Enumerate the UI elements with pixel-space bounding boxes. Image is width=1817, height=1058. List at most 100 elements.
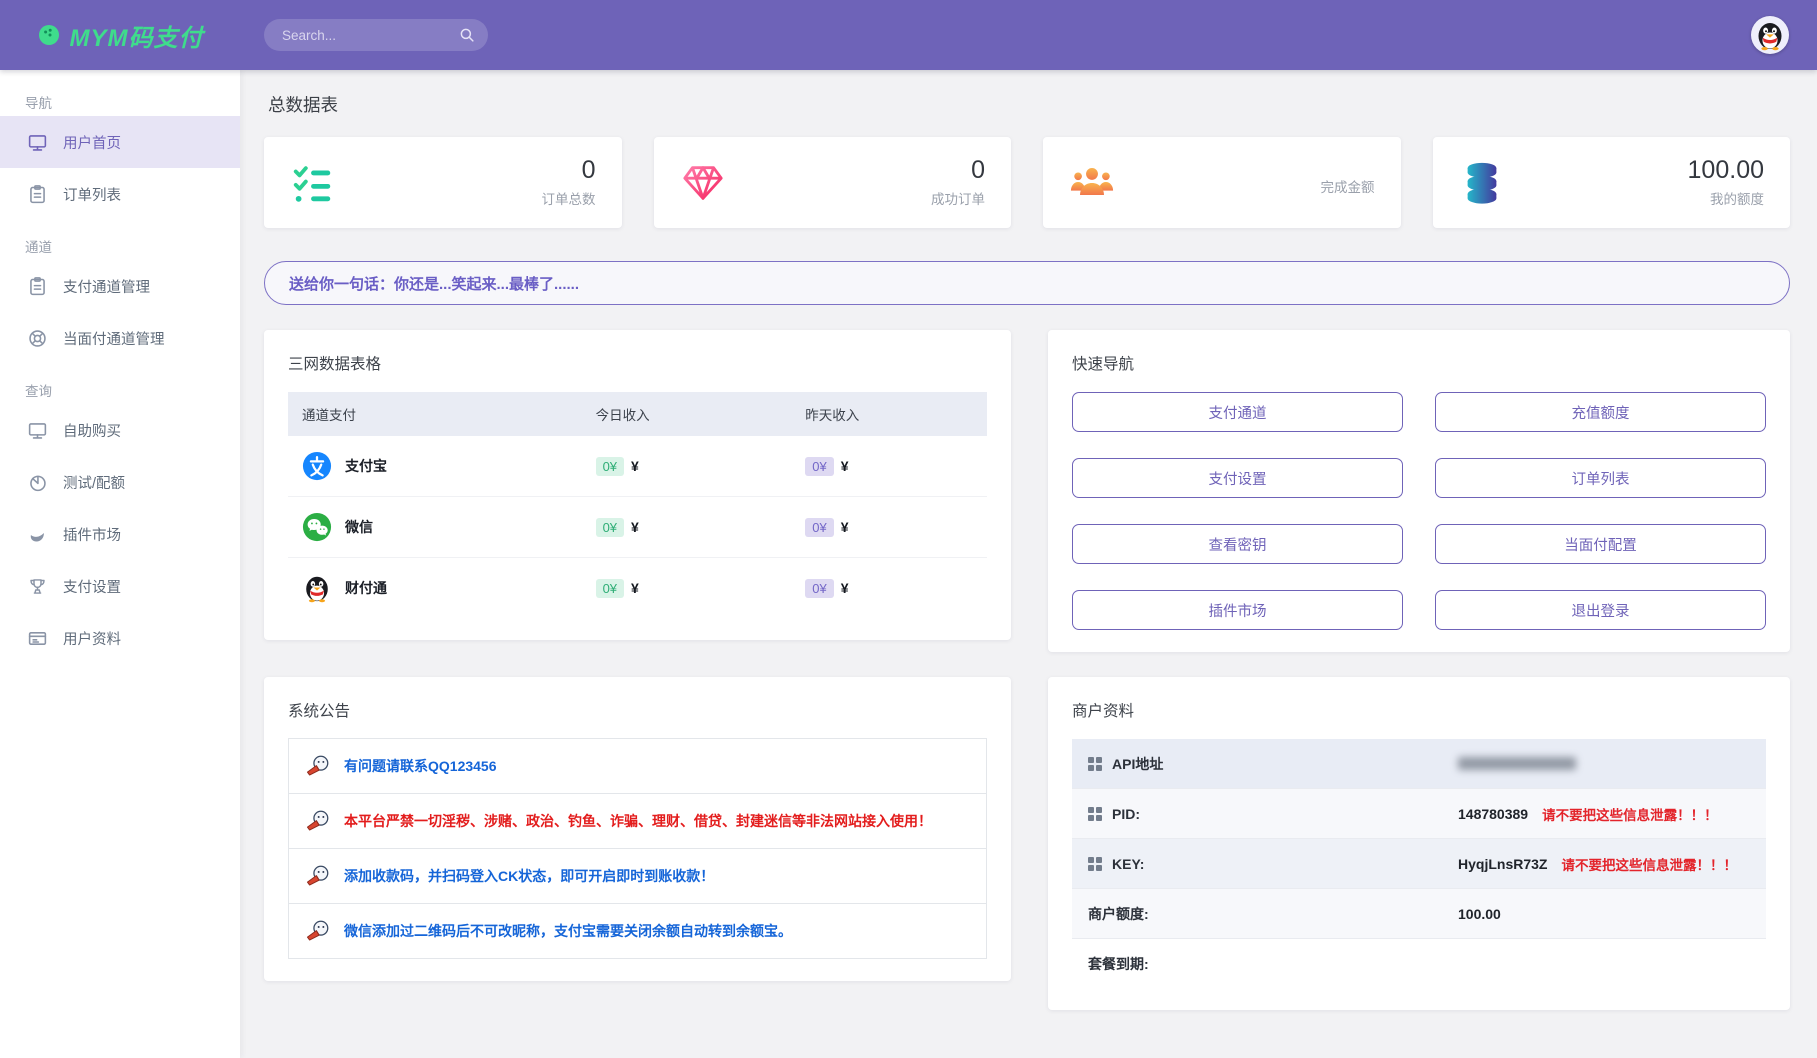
quick-nav-title: 快速导航 bbox=[1072, 356, 1135, 373]
announcement-item: 微信添加过二维码后不可改昵称，支付宝需要关闭余额自动转到余额宝。 bbox=[288, 903, 987, 959]
stat-label: 订单总数 bbox=[541, 191, 596, 207]
database-icon bbox=[1459, 160, 1505, 206]
stat-value bbox=[1321, 169, 1375, 173]
page-title: 总数据表 bbox=[268, 95, 338, 115]
stat-value: 0 bbox=[971, 156, 985, 185]
merchant-info-table: API地址 PID: 148780389 请不要把这些信息泄露！！！ bbox=[1072, 739, 1766, 988]
megaphone-icon bbox=[305, 863, 331, 889]
notice-text: 送给你一句话：你还是...笑起来...最棒了...... bbox=[289, 275, 580, 293]
quick-nav-pay-settings-button[interactable]: 支付设置 bbox=[1072, 458, 1403, 498]
qq-penguin-icon bbox=[1754, 19, 1786, 51]
stat-label: 我的额度 bbox=[1710, 191, 1764, 207]
stat-card-success-orders: 0 成功订单 bbox=[653, 137, 1011, 228]
today-income-badge: 0¥ bbox=[595, 578, 625, 598]
sidebar-item-user-home[interactable]: 用户首页 bbox=[0, 116, 240, 168]
sidebar-section-channel: 通道 bbox=[25, 240, 52, 255]
yesterday-income-badge: 0¥ bbox=[805, 578, 834, 598]
stat-cards-row: 0 订单总数 0 成功订单 完成金额 bbox=[264, 137, 1790, 228]
search-input[interactable] bbox=[280, 26, 458, 44]
megaphone-icon bbox=[305, 753, 331, 779]
users-icon bbox=[1069, 160, 1115, 206]
key-warning: 请不要把这些信息泄露！！！ bbox=[1561, 857, 1737, 873]
sidebar-item-self-purchase[interactable]: 自助购买 bbox=[0, 404, 240, 456]
quick-nav-plugin-market-button[interactable]: 插件市场 bbox=[1072, 590, 1403, 630]
network-table-card: 三网数据表格 通道支付 今日收入 昨天收入 支付宝 bbox=[264, 330, 1011, 640]
quick-nav-pay-channel-button[interactable]: 支付通道 bbox=[1072, 392, 1403, 432]
table-row-tenpay: 财付通 0¥ ¥ 0¥ ¥ bbox=[288, 558, 987, 619]
quick-nav-card: 快速导航 支付通道 充值额度 支付设置 订单列表 查看密钥 当面付配置 插件市场… bbox=[1048, 330, 1790, 652]
sidebar-section-nav: 导航 bbox=[25, 96, 52, 111]
merchant-row-key: KEY: HyqjLnsR73Z 请不要把这些信息泄露！！！ bbox=[1072, 839, 1766, 889]
merchant-info-title: 商户资料 bbox=[1072, 703, 1135, 720]
id-card-icon bbox=[27, 628, 48, 649]
sidebar-item-order-list[interactable]: 订单列表 bbox=[0, 168, 240, 220]
notice-banner: 送给你一句话：你还是...笑起来...最棒了...... bbox=[264, 261, 1790, 305]
pie-chart-icon bbox=[27, 472, 48, 493]
content-row-1: 三网数据表格 通道支付 今日收入 昨天收入 支付宝 bbox=[264, 330, 1790, 652]
announcement-item: 本平台严禁一切淫秽、涉赌、政治、钓鱼、诈骗、理财、借贷、封建迷信等非法网站接入使… bbox=[288, 793, 987, 849]
announcements-title: 系统公告 bbox=[288, 703, 351, 720]
logo-ball-icon bbox=[37, 23, 61, 47]
sidebar: 导航 用户首页 订单列表 通道 支付通道管理 当面付通道管理 查询 自助购买 测… bbox=[0, 70, 240, 1058]
col-header-channel: 通道支付 bbox=[302, 408, 356, 423]
swoosh-icon bbox=[27, 524, 48, 545]
search-icon[interactable] bbox=[458, 26, 476, 44]
col-header-today: 今日收入 bbox=[595, 408, 650, 423]
brand-name: MYM码支付 bbox=[69, 24, 204, 52]
sidebar-item-plugin-market[interactable]: 插件市场 bbox=[0, 508, 240, 560]
table-row-alipay: 支付宝 0¥ ¥ 0¥ ¥ bbox=[288, 436, 987, 497]
monitor-icon bbox=[27, 420, 48, 441]
stat-label: 完成金额 bbox=[1320, 180, 1375, 195]
megaphone-icon bbox=[305, 808, 331, 834]
sidebar-item-user-profile[interactable]: 用户资料 bbox=[0, 612, 240, 664]
top-bar: MYM码支付 bbox=[0, 0, 1817, 70]
quick-nav-f2f-config-button[interactable]: 当面付配置 bbox=[1435, 524, 1766, 564]
lifebuoy-icon bbox=[27, 328, 48, 349]
stat-value: 100.00 bbox=[1687, 156, 1764, 185]
stat-label: 成功订单 bbox=[931, 191, 985, 207]
user-avatar[interactable] bbox=[1751, 16, 1789, 54]
merchant-row-plan-expiry: 套餐到期: bbox=[1072, 939, 1766, 988]
quick-nav-grid: 支付通道 充值额度 支付设置 订单列表 查看密钥 当面付配置 插件市场 退出登录 bbox=[1072, 392, 1766, 630]
sidebar-item-f2f-channel-mgmt[interactable]: 当面付通道管理 bbox=[0, 312, 240, 364]
network-table: 通道支付 今日收入 昨天收入 支付宝 0¥ ¥ 0¥ ¥ bbox=[288, 392, 987, 618]
search-box[interactable] bbox=[264, 19, 488, 51]
quick-nav-logout-button[interactable]: 退出登录 bbox=[1435, 590, 1766, 630]
sidebar-item-test-quota[interactable]: 测试/配额 bbox=[0, 456, 240, 508]
sidebar-item-pay-channel-mgmt[interactable]: 支付通道管理 bbox=[0, 260, 240, 312]
megaphone-icon bbox=[305, 918, 331, 944]
monitor-icon bbox=[27, 132, 48, 153]
wechat-icon bbox=[302, 512, 332, 542]
quick-nav-view-key-button[interactable]: 查看密钥 bbox=[1072, 524, 1403, 564]
pid-value: 148780389 bbox=[1458, 805, 1529, 822]
stat-card-completed-amount: 完成金额 bbox=[1043, 137, 1401, 228]
key-value: HyqjLnsR73Z bbox=[1458, 855, 1548, 872]
alipay-icon bbox=[302, 451, 332, 481]
checklist-icon bbox=[290, 160, 336, 206]
quick-nav-order-list-button[interactable]: 订单列表 bbox=[1435, 458, 1766, 498]
diamond-icon bbox=[680, 160, 726, 206]
main-content: 总数据表 0 订单总数 0 成功订单 完成 bbox=[240, 70, 1817, 1058]
announcement-item: 添加收款码，并扫码登入CK状态，即可开启即时到账收款！ bbox=[288, 848, 987, 904]
yesterday-income-badge: 0¥ bbox=[805, 517, 834, 537]
clipboard-icon bbox=[27, 184, 48, 205]
balance-value: 100.00 bbox=[1458, 905, 1501, 922]
yesterday-income-badge: 0¥ bbox=[805, 456, 834, 476]
today-income-badge: 0¥ bbox=[595, 456, 625, 476]
sidebar-section-query: 查询 bbox=[25, 384, 52, 399]
brand-logo: MYM码支付 bbox=[0, 18, 240, 53]
merchant-row-balance: 商户额度: 100.00 bbox=[1072, 889, 1766, 939]
stat-card-my-quota: 100.00 我的额度 bbox=[1432, 137, 1790, 228]
network-table-title: 三网数据表格 bbox=[288, 356, 382, 373]
announcement-item: 有问题请联系QQ123456 bbox=[288, 738, 987, 794]
today-income-badge: 0¥ bbox=[595, 517, 625, 537]
col-header-yesterday: 昨天收入 bbox=[805, 408, 860, 423]
content-row-2: 系统公告 有问题请联系QQ123456 本平台严禁一切淫秽、涉赌、政治、钓鱼、诈… bbox=[264, 677, 1790, 1010]
sidebar-item-pay-settings[interactable]: 支付设置 bbox=[0, 560, 240, 612]
clipboard-icon bbox=[27, 276, 48, 297]
grid-icon bbox=[1088, 757, 1102, 771]
table-header-row: 通道支付 今日收入 昨天收入 bbox=[288, 392, 987, 436]
quick-nav-recharge-button[interactable]: 充值额度 bbox=[1435, 392, 1766, 432]
merchant-info-card: 商户资料 API地址 PID: 1487803 bbox=[1048, 677, 1790, 1010]
